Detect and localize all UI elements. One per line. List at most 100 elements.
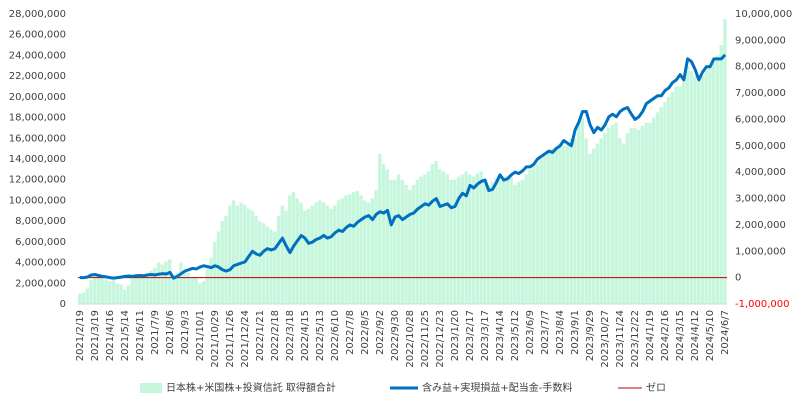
bar — [145, 272, 149, 304]
y2-tick-label: 1,000,000 — [735, 246, 786, 257]
bar — [269, 229, 273, 304]
bar — [179, 262, 183, 304]
bar — [363, 200, 367, 304]
legend-label: 日本株+米国株+投資信託 取得額合計 — [166, 381, 336, 394]
bar — [700, 76, 705, 305]
bar — [434, 161, 438, 304]
bar — [516, 181, 521, 304]
bar — [141, 273, 146, 304]
bar — [209, 257, 213, 304]
x-tick-label: 2022/2/18 — [270, 310, 281, 361]
bar — [704, 70, 708, 304]
bar — [524, 174, 528, 304]
bar — [325, 205, 329, 304]
x-tick-label: 2021/12/24 — [240, 310, 251, 368]
bar — [333, 205, 337, 304]
bar — [93, 275, 97, 304]
bar — [340, 198, 344, 304]
bar — [400, 179, 405, 304]
x-tick-label: 2023/1/20 — [450, 310, 461, 361]
bar — [149, 270, 153, 304]
bar — [115, 283, 119, 304]
x-tick-label: 2023/10/27 — [600, 310, 611, 368]
x-tick-label: 2024/4/12 — [690, 310, 701, 361]
bar — [554, 146, 558, 304]
bar — [85, 288, 89, 304]
bar — [539, 159, 543, 304]
bar — [520, 179, 525, 304]
bar — [213, 241, 217, 304]
y-tick-label: 24,000,000 — [9, 50, 66, 61]
bar — [666, 96, 671, 304]
bar — [201, 281, 206, 304]
bar — [186, 272, 191, 304]
x-tick-label: 2022/7/8 — [345, 310, 356, 355]
bar — [284, 210, 288, 304]
bar — [640, 125, 645, 304]
bar — [561, 145, 566, 304]
y-tick-label: 18,000,000 — [9, 113, 66, 124]
bar — [501, 177, 506, 304]
y-tick-label: 28,000,000 — [9, 9, 66, 20]
bar — [614, 122, 618, 304]
bar — [471, 176, 476, 304]
bar — [543, 153, 547, 304]
bar — [678, 86, 682, 304]
x-tick-label: 2022/1/21 — [255, 310, 266, 361]
bar — [498, 179, 502, 304]
x-tick-label: 2023/11/24 — [615, 310, 626, 368]
bar — [156, 262, 161, 304]
bar — [321, 202, 326, 304]
x-tick-label: 2022/5/13 — [315, 310, 326, 361]
y2-tick-label: 0 — [735, 273, 741, 284]
x-tick-label: 2022/3/18 — [285, 310, 296, 361]
y-tick-label: 26,000,000 — [9, 30, 66, 41]
bar — [494, 177, 498, 304]
bar — [648, 122, 652, 304]
bar — [629, 127, 633, 304]
x-tick-label: 2022/11/25 — [420, 310, 431, 368]
bar — [231, 200, 236, 304]
bar — [78, 293, 82, 304]
y-tick-label: 6,000,000 — [15, 237, 66, 248]
bar — [250, 210, 254, 304]
bar — [306, 208, 311, 304]
bar — [490, 181, 495, 304]
bar — [104, 279, 108, 304]
bar — [265, 226, 269, 304]
bar — [310, 205, 314, 304]
x-tick-label: 2024/1/19 — [645, 310, 656, 361]
bar — [295, 198, 299, 304]
bar — [351, 192, 356, 304]
bar — [550, 148, 555, 304]
bar — [89, 280, 93, 304]
x-tick-label: 2023/4/14 — [495, 310, 506, 361]
bar — [235, 205, 239, 304]
bar — [464, 171, 468, 304]
bar — [389, 179, 393, 304]
bar — [659, 107, 663, 304]
bar — [374, 190, 378, 304]
x-tick-label: 2021/8/6 — [165, 310, 176, 355]
y2-tick-label: 6,000,000 — [735, 114, 786, 125]
bar — [359, 195, 363, 304]
y-tick-label: 10,000,000 — [9, 195, 66, 206]
x-tick-label: 2023/5/12 — [510, 310, 521, 361]
bar — [168, 259, 172, 304]
bar — [708, 65, 712, 305]
bar — [175, 272, 179, 304]
bar — [96, 277, 101, 304]
bar — [486, 184, 491, 304]
legend-swatch — [140, 383, 162, 393]
x-tick-label: 2023/8/4 — [555, 310, 566, 355]
x-tick-label: 2021/9/3 — [180, 310, 191, 355]
bar — [411, 184, 416, 304]
x-tick-label: 2021/4/16 — [105, 310, 116, 361]
bar — [584, 138, 588, 304]
bar — [558, 143, 562, 304]
x-tick-label: 2021/10/29 — [210, 310, 221, 368]
bar — [190, 277, 194, 304]
bar — [509, 176, 513, 304]
bar — [441, 171, 446, 304]
x-tick-label: 2022/10/28 — [405, 310, 416, 368]
